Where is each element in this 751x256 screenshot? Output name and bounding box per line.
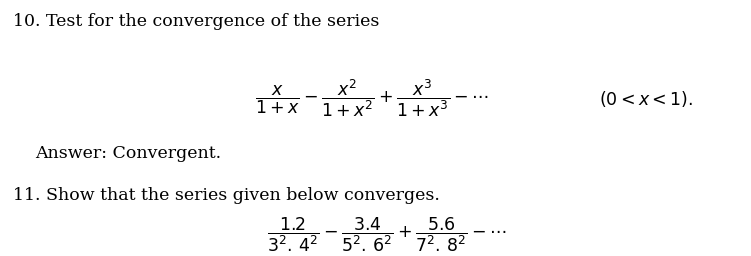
Text: 10. Test for the convergence of the series: 10. Test for the convergence of the seri… bbox=[13, 13, 379, 30]
Text: $\dfrac{x}{1+x} - \dfrac{x^2}{1+x^2} + \dfrac{x^3}{1+x^3} - \cdots$: $\dfrac{x}{1+x} - \dfrac{x^2}{1+x^2} + \… bbox=[255, 78, 489, 119]
Text: Answer: Convergent.: Answer: Convergent. bbox=[35, 145, 221, 162]
Text: $(0 < x < 1).$: $(0 < x < 1).$ bbox=[599, 89, 693, 109]
Text: 11. Show that the series given below converges.: 11. Show that the series given below con… bbox=[13, 187, 440, 204]
Text: $\dfrac{1.2}{3^2.\,4^2} - \dfrac{3.4}{5^2.\,6^2} + \dfrac{5.6}{7^2.\,8^2} - \cdo: $\dfrac{1.2}{3^2.\,4^2} - \dfrac{3.4}{5^… bbox=[267, 215, 507, 253]
